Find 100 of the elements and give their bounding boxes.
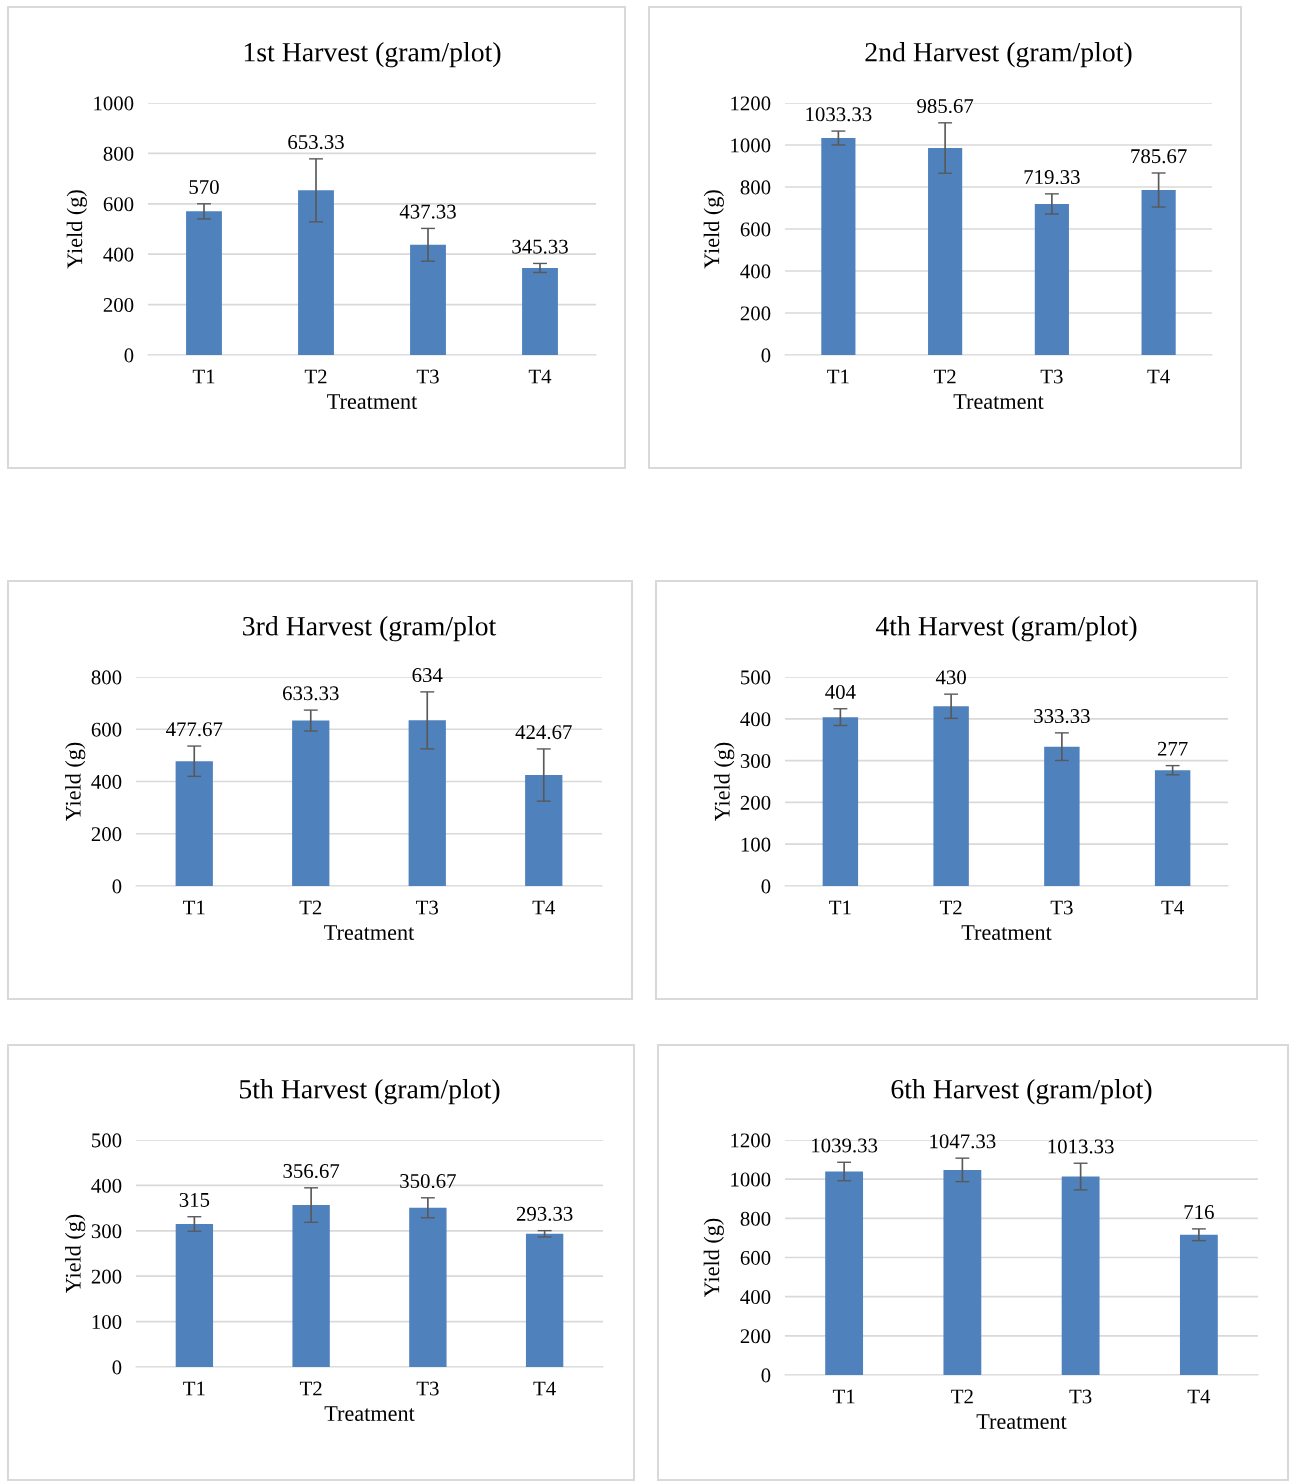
bar <box>933 706 969 886</box>
data-label: 430 <box>935 670 966 685</box>
y-tick-label: 0 <box>124 348 134 363</box>
chart-title: 6th Harvest (gram/plot) <box>891 1079 1152 1105</box>
chart-title: 5th Harvest (gram/plot) <box>239 1079 500 1105</box>
y-tick-label: 0 <box>761 1368 771 1383</box>
y-tick-label: 1000 <box>731 138 771 153</box>
y-tick-label: 400 <box>103 247 134 262</box>
y-axis-title: Yield (g) <box>65 742 86 822</box>
x-tick-label: T3 <box>1040 369 1063 384</box>
data-label: 293.33 <box>516 1206 573 1221</box>
bar <box>1044 746 1080 886</box>
bar <box>292 720 330 886</box>
x-tick-label: T1 <box>829 900 851 915</box>
y-tick-label: 1200 <box>731 1133 771 1148</box>
y-tick-label: 1000 <box>94 96 134 111</box>
bar <box>825 1171 864 1375</box>
chart-title: 1st Harvest (gram/plot) <box>244 42 501 68</box>
data-label: 477.67 <box>166 722 223 737</box>
x-tick-label: T3 <box>1050 900 1073 915</box>
data-label: 1039.33 <box>812 1138 878 1153</box>
x-tick-label: T4 <box>1147 369 1170 384</box>
bar <box>175 1223 214 1367</box>
x-axis-title: Treatment <box>327 394 418 409</box>
y-tick-label: 400 <box>740 264 771 279</box>
x-tick-label: T2 <box>299 900 322 915</box>
y-tick-label: 200 <box>740 306 771 321</box>
x-tick-label: T1 <box>192 369 215 384</box>
x-tick-label: T3 <box>1069 1389 1092 1404</box>
x-tick-label: T1 <box>183 1381 205 1396</box>
chart-title: 2nd Harvest (gram/plot) <box>865 42 1132 68</box>
x-tick-label: T2 <box>299 1381 322 1396</box>
x-tick-label: T1 <box>827 369 849 384</box>
y-tick-label: 800 <box>740 1211 771 1226</box>
y-tick-label: 600 <box>740 222 771 237</box>
y-tick-label: 400 <box>740 1290 771 1305</box>
bar <box>292 1205 330 1367</box>
bar <box>175 761 213 886</box>
bar <box>928 148 963 355</box>
bar <box>1154 770 1191 886</box>
data-label: 653.33 <box>288 135 344 150</box>
x-tick-label: T2 <box>939 900 962 915</box>
y-axis-title: Yield (g) <box>65 1214 86 1294</box>
x-tick-label: T1 <box>832 1389 855 1404</box>
data-label: 356.67 <box>283 1164 340 1179</box>
x-tick-label: T1 <box>183 900 205 915</box>
data-label: 345.33 <box>512 239 568 254</box>
y-axis-title: Yield (g) <box>66 190 87 269</box>
data-label: 785.67 <box>1131 149 1187 164</box>
y-tick-label: 400 <box>91 774 122 789</box>
chart-title: 3rd Harvest (gram/plot <box>243 616 497 642</box>
data-label: 716 <box>1184 1205 1214 1220</box>
bar <box>410 244 446 355</box>
y-tick-label: 300 <box>740 753 771 769</box>
y-tick-label: 500 <box>92 1133 122 1148</box>
y-axis-title: Yield (g) <box>703 1218 724 1298</box>
x-tick-label: T4 <box>533 1381 556 1396</box>
x-tick-label: T4 <box>532 900 555 915</box>
data-label: 424.67 <box>515 725 572 740</box>
y-tick-label: 400 <box>91 1178 122 1193</box>
x-tick-label: T4 <box>1161 900 1184 915</box>
x-axis-title: Treatment <box>324 1406 415 1421</box>
x-tick-label: T4 <box>528 369 552 384</box>
y-tick-label: 200 <box>91 827 122 842</box>
data-label: 1013.33 <box>1048 1139 1114 1154</box>
data-label: 1047.33 <box>930 1134 996 1149</box>
bar <box>186 211 222 355</box>
data-label: 277 <box>1157 741 1188 756</box>
y-tick-label: 600 <box>103 197 134 212</box>
y-tick-label: 500 <box>741 670 771 685</box>
x-tick-label: T4 <box>1187 1389 1211 1404</box>
y-tick-label: 600 <box>91 722 122 737</box>
data-label: 333.33 <box>1034 709 1090 724</box>
y-tick-label: 200 <box>91 1269 122 1284</box>
bar <box>821 138 856 355</box>
bar <box>525 775 563 886</box>
y-tick-label: 600 <box>740 1250 771 1265</box>
x-tick-label: T3 <box>416 369 439 384</box>
y-tick-label: 200 <box>740 1329 771 1344</box>
y-axis-title: Yield (g) <box>703 190 724 269</box>
x-axis-title: Treatment <box>324 925 415 940</box>
y-tick-label: 0 <box>112 1360 122 1375</box>
y-tick-label: 300 <box>91 1224 122 1239</box>
chart-title: 4th Harvest (gram/plot) <box>875 616 1137 642</box>
x-tick-label: T2 <box>951 1389 973 1404</box>
data-label: 570 <box>189 179 219 195</box>
bar <box>1061 1176 1100 1375</box>
y-tick-label: 100 <box>92 1314 122 1330</box>
bar <box>408 720 446 886</box>
bar <box>522 267 558 355</box>
data-label: 719.33 <box>1024 170 1080 185</box>
bar <box>1034 203 1069 355</box>
bar <box>525 1233 564 1367</box>
y-tick-label: 0 <box>761 879 771 894</box>
data-label: 315 <box>179 1192 210 1207</box>
y-tick-label: 1000 <box>731 1172 771 1187</box>
y-tick-label: 200 <box>740 795 771 810</box>
data-label: 985.67 <box>917 98 974 114</box>
data-label: 634 <box>412 668 443 683</box>
bar <box>1179 1234 1218 1375</box>
